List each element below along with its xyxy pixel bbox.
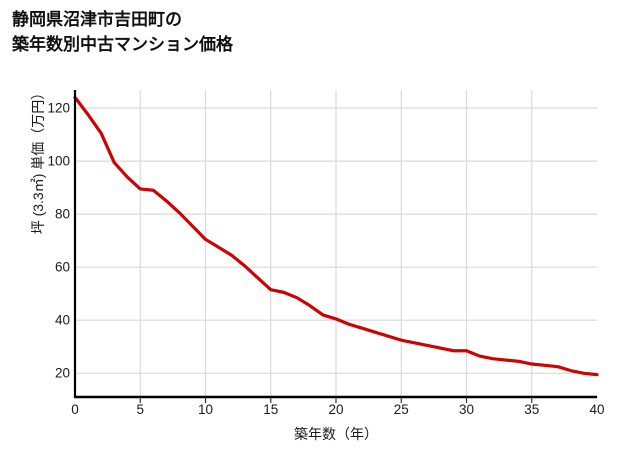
y-tick-label-40: 40	[54, 312, 70, 328]
y-tick-labels: 20 40 60 80 100 120	[30, 0, 70, 465]
x-tick-marks	[139, 397, 533, 403]
y-tick-label-120: 120	[47, 100, 70, 116]
x-tick-label-40: 40	[589, 402, 605, 417]
x-tick-label-5: 5	[136, 402, 144, 417]
gridlines-vertical	[139, 90, 533, 397]
y-axis-title: 坪 (3.3㎡) 単価（万円）	[30, 85, 46, 235]
y-tick-label-80: 80	[54, 206, 70, 222]
y-tick-label-20: 20	[54, 365, 70, 381]
series-line-tsubo-tanka	[73, 95, 599, 377]
chart-title: 静岡県沼津市吉田町の築年数別中古マンション価格	[12, 8, 233, 57]
y-tick-label-60: 60	[54, 259, 70, 275]
x-tick-label-25: 25	[393, 402, 409, 417]
x-tick-label-20: 20	[328, 402, 344, 417]
x-tick-label-15: 15	[263, 402, 279, 417]
chart-title-line2: 築年数別中古マンション価格	[12, 34, 233, 54]
x-tick-label-35: 35	[524, 402, 540, 417]
y-tick-label-100: 100	[47, 153, 70, 169]
x-tick-label-30: 30	[458, 402, 475, 417]
x-tick-label-10: 10	[197, 402, 214, 417]
x-tick-label-0: 0	[71, 402, 79, 417]
x-tick-labels: 0 5 10 15 20 25 30 35 40	[0, 402, 621, 422]
x-axis-title: 築年数（年）	[294, 426, 378, 442]
chart-title-line1: 静岡県沼津市吉田町の	[12, 10, 182, 29]
